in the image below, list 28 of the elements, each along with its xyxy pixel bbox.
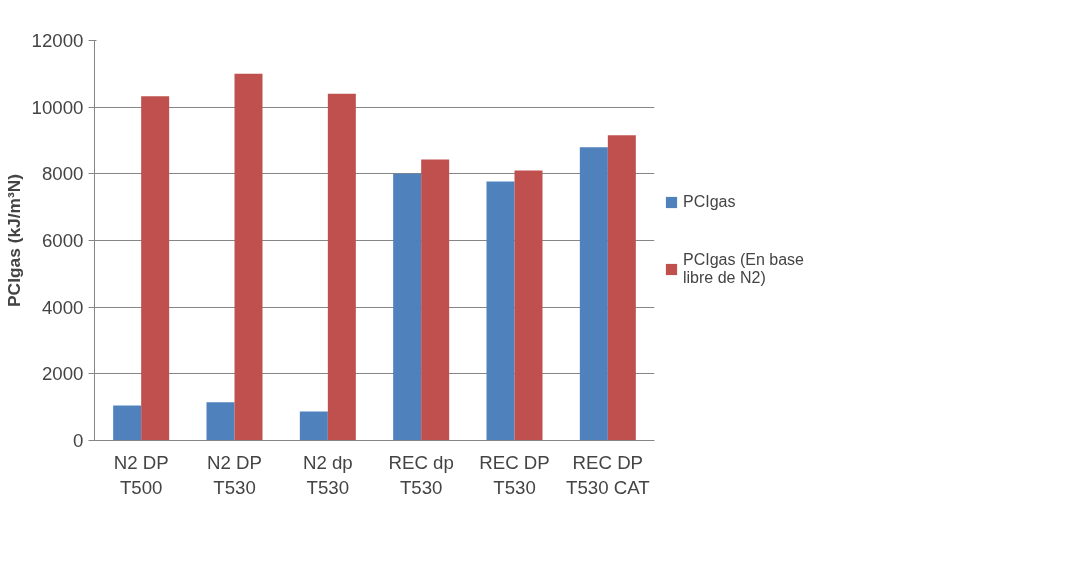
bar [421,159,450,441]
y-axis-title: PCIgas (kJ/m³N) [3,174,24,307]
x-tick-label: REC DP T530 CAT [566,451,650,498]
bar [579,147,608,441]
bar [607,135,636,441]
y-tick-label: 4000 [42,296,84,318]
x-tick-label: REC dp T530 [388,451,454,498]
legend-label: PCIgas [683,193,736,211]
bar [486,181,515,441]
bar [393,173,422,441]
bar [327,93,356,441]
bar [234,73,263,441]
x-tick-label: N2 DP T530 [207,451,262,498]
y-tick-label: 0 [73,430,84,451]
bar [299,411,328,441]
y-tick-label: 2000 [42,363,84,385]
y-tick-label: 12000 [31,30,84,51]
y-tick-label: 6000 [42,230,84,251]
x-tick-label: N2 DP T500 [113,451,169,498]
bar [113,405,142,441]
y-tick-label: 10000 [31,96,84,118]
x-tick-label: N2 dp T530 [302,451,353,498]
bar [514,170,543,441]
bar [206,402,235,441]
x-tick-label: REC DP T530 [479,451,550,498]
bar [141,96,170,441]
legend-label: PCIgas (En base libre de N2) [683,251,804,287]
y-tick-label: 8000 [42,163,84,185]
